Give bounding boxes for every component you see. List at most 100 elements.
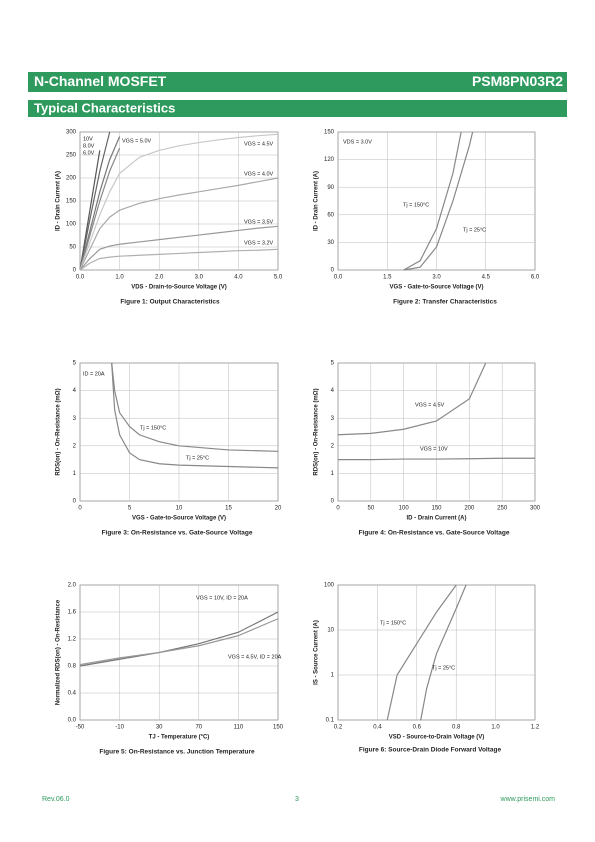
x-tick-label: 20	[275, 506, 282, 512]
y-tick-label: 10	[327, 628, 334, 634]
curve-label: Tj = 25°C	[463, 227, 486, 233]
x-tick-label: 300	[530, 506, 541, 512]
header-title: N-Channel MOSFET	[34, 73, 167, 89]
curve-label: VGS = 4.5V, ID = 20A	[228, 654, 282, 660]
figure-caption: Figure 3: On-Resistance vs. Gate-Source …	[102, 530, 253, 537]
y-tick-label: 100	[66, 222, 77, 228]
curve-label: VGS = 4.5V	[244, 141, 274, 147]
curve-label: Tj = 150°C	[403, 202, 429, 208]
x-tick-label: 15	[225, 506, 232, 512]
y-tick-label: 2	[331, 443, 335, 449]
y-tick-label: 1	[331, 471, 335, 477]
curve	[79, 611, 279, 667]
y-tick-label: 4	[73, 388, 77, 394]
y-tick-label: 0.4	[68, 691, 77, 697]
annotation: VDS = 3.0V	[343, 139, 372, 145]
x-tick-label: 30	[156, 725, 163, 731]
x-tick-label: 2.0	[155, 275, 164, 281]
x-tick-label: 10	[176, 506, 183, 512]
y-tick-label: 1	[73, 471, 77, 477]
x-tick-label: 0.0	[334, 275, 343, 281]
x-axis-label: ID - Drain Current (A)	[407, 516, 467, 522]
x-tick-label: 1.0	[491, 725, 500, 731]
section-title: Typical Characteristics	[34, 100, 175, 115]
x-tick-label: 50	[367, 506, 374, 512]
curve	[79, 248, 279, 271]
y-tick-label: 0	[331, 499, 335, 505]
curve-label: 6.0V	[83, 150, 95, 156]
y-tick-label: 0.1	[326, 718, 335, 724]
x-axis-label: TJ - Temperature (°C)	[149, 735, 210, 741]
curve	[386, 584, 457, 721]
curve-label: VGS = 3.2V	[244, 240, 274, 246]
y-tick-label: 100	[324, 583, 335, 589]
website: www.prisemi.com	[500, 796, 556, 803]
annotation: ID = 20A	[83, 371, 105, 377]
y-axis-label: ID - Drain Current (A)	[314, 171, 320, 231]
curve-label: 10V	[83, 136, 93, 142]
y-tick-label: 0.0	[68, 718, 77, 724]
figure-caption: Figure 2: Transfer Characteristics	[393, 299, 497, 306]
curve	[420, 584, 467, 721]
curve	[79, 136, 121, 271]
curve-label: VGS = 3.5V	[244, 219, 274, 225]
curve-label: 8.0V	[83, 143, 95, 149]
y-axis-label: IS - Source Current (A)	[314, 620, 320, 685]
y-tick-label: 2.0	[68, 583, 77, 589]
curve	[79, 131, 111, 271]
x-axis-label: VDS - Drain-to-Source Voltage (V)	[131, 285, 227, 291]
curve-label: Tj = 150°C	[140, 425, 166, 431]
curve	[403, 131, 462, 271]
x-tick-label: 5	[128, 506, 132, 512]
y-tick-label: 1	[331, 673, 335, 679]
curve-label: Tj = 25°C	[186, 455, 209, 461]
plot-area	[79, 584, 279, 721]
y-tick-label: 3	[331, 416, 335, 422]
x-tick-label: 4.0	[234, 275, 243, 281]
x-tick-label: 100	[399, 506, 410, 512]
curve	[79, 618, 279, 666]
curve	[79, 147, 121, 271]
y-tick-label: 5	[331, 361, 335, 367]
y-tick-label: 200	[66, 176, 77, 182]
y-tick-label: 1.2	[68, 637, 77, 643]
y-tick-label: 3	[73, 416, 77, 422]
curve-label: VGS = 10V, ID = 20A	[196, 595, 248, 601]
curve	[79, 177, 279, 271]
figure-caption: Figure 6: Source-Drain Diode Forward Vol…	[359, 747, 502, 754]
y-tick-label: 250	[66, 153, 77, 159]
x-tick-label: 5.0	[274, 275, 283, 281]
x-axis-label: VGS - Gate-to-Source Voltage (V)	[132, 516, 226, 522]
y-tick-label: 1.6	[68, 610, 77, 616]
x-axis-label: VGS - Gate-to-Source Voltage (V)	[390, 285, 484, 291]
x-tick-label: 3.0	[432, 275, 441, 281]
x-tick-label: 1.5	[383, 275, 392, 281]
curve-label: VGS = 5.0V	[122, 138, 152, 144]
curve-label: Tj = 25°C	[432, 665, 455, 671]
page-number: 3	[295, 796, 299, 803]
x-tick-label: 0.8	[452, 725, 461, 731]
y-tick-label: 0	[73, 499, 77, 505]
x-tick-label: 0	[336, 506, 340, 512]
revision: Rev.06.0	[42, 796, 70, 803]
x-tick-label: -50	[76, 725, 85, 731]
x-tick-label: 200	[464, 506, 475, 512]
y-tick-label: 5	[73, 361, 77, 367]
x-tick-label: 0.0	[76, 275, 85, 281]
curve	[403, 131, 474, 271]
y-tick-label: 4	[331, 388, 335, 394]
y-tick-label: 2	[73, 443, 77, 449]
curve	[111, 362, 279, 452]
y-tick-label: 30	[327, 240, 334, 246]
x-tick-label: 6.0	[531, 275, 540, 281]
x-tick-label: 0.4	[373, 725, 382, 731]
x-tick-label: 150	[431, 506, 442, 512]
x-tick-label: 0.6	[413, 725, 422, 731]
y-tick-label: 150	[66, 199, 77, 205]
curve-label: Tj = 150°C	[380, 620, 406, 626]
curve-label: VGS = 4.5V	[415, 402, 445, 408]
y-tick-label: 150	[324, 130, 335, 136]
x-axis-label: VSD - Source-to-Drain Voltage (V)	[389, 735, 485, 741]
curve	[111, 362, 279, 469]
